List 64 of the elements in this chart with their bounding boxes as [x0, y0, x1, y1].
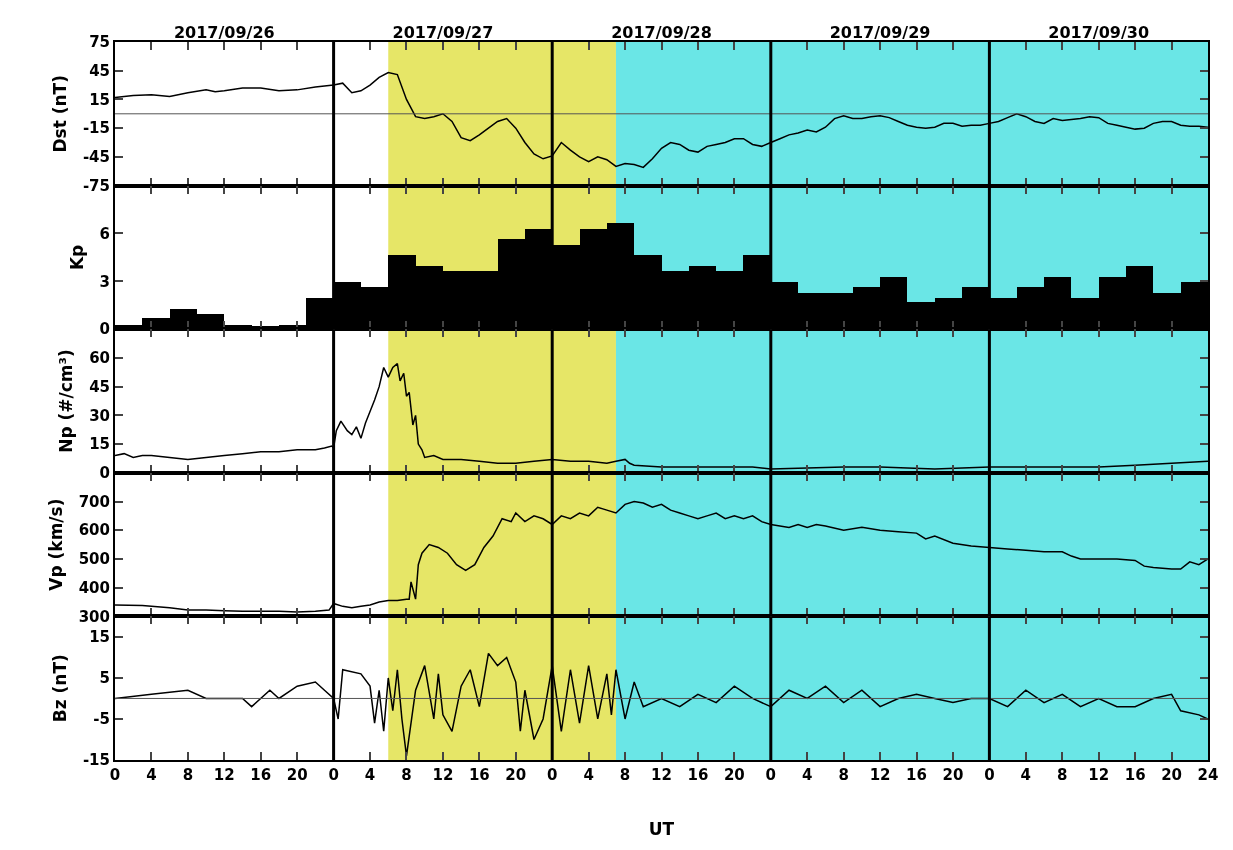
x-tick-label: 12 — [432, 766, 454, 784]
x-tick-label: 8 — [619, 766, 631, 784]
x-tick-label: 8 — [1057, 766, 1068, 784]
x-tick-label: 16 — [468, 766, 490, 784]
x-tick-label: 4 — [1020, 766, 1032, 784]
y-tick-label: 300 — [78, 607, 110, 626]
x-tick-label: 12 — [869, 766, 891, 784]
x2-tick-label: 2017/09/27 — [392, 22, 494, 42]
x2-tick-label: 2017/09/30 — [1048, 22, 1150, 42]
y-tick-label: 15 — [89, 90, 110, 109]
x-axis-title: UT — [648, 818, 675, 839]
y-tick-label: 400 — [78, 578, 110, 597]
y-tick-label: -5 — [93, 710, 110, 729]
y-tick-label: 60 — [89, 349, 110, 368]
x-tick-label: 16 — [687, 766, 709, 784]
y-tick-label: 45 — [89, 377, 110, 396]
x-tick-label: 0 — [765, 766, 777, 784]
x-tick-label: 0 — [328, 766, 339, 784]
y-tick-label: -45 — [82, 148, 110, 167]
y-axis-title: Np (#/cm³) — [56, 349, 77, 453]
y-tick-label: 15 — [89, 628, 110, 647]
y-axis-title: Dst (nT) — [49, 75, 70, 153]
y-tick-label: 0 — [99, 320, 110, 339]
x-tick-label: 20 — [286, 766, 308, 784]
x-tick-label: 20 — [1161, 766, 1183, 784]
x2-tick-label: 2017/09/29 — [829, 22, 931, 42]
x-tick-label: 8 — [182, 766, 194, 784]
x-tick-label: 8 — [838, 766, 849, 784]
x-tick-label: 0 — [984, 766, 995, 784]
y-tick-label: 30 — [89, 406, 110, 425]
y-tick-label: 0 — [99, 464, 110, 483]
x-tick-label: 4 — [364, 766, 376, 784]
x-tick-label: 12 — [213, 766, 235, 784]
x-tick-label: 4 — [146, 766, 157, 784]
x-tick-label: 20 — [505, 766, 527, 784]
y-tick-label: 3 — [99, 272, 110, 291]
y-tick-label: 45 — [89, 61, 110, 80]
x-tick-label: 16 — [250, 766, 272, 784]
x-tick-label: 8 — [401, 766, 412, 784]
y-tick-label: 75 — [89, 33, 110, 52]
y-tick-label: -75 — [82, 176, 110, 195]
y-axis-title: Kp — [66, 244, 87, 271]
y-tick-label: 500 — [78, 550, 110, 569]
y-tick-label: 600 — [78, 521, 110, 540]
x-tick-label: 20 — [942, 766, 964, 784]
y-tick-label: 15 — [89, 435, 110, 454]
x-tick-label: 4 — [583, 766, 594, 784]
y-axis-title: Vp (km/s) — [45, 498, 66, 591]
y-tick-label: -15 — [82, 119, 110, 138]
x2-tick-label: 2017/09/26 — [173, 22, 275, 42]
y-tick-label: 5 — [99, 669, 110, 688]
x-tick-label: 24 — [1197, 766, 1219, 784]
y-tick-label: -15 — [82, 751, 110, 770]
x-tick-label: 12 — [651, 766, 672, 784]
x2-tick-label: 2017/09/28 — [611, 22, 712, 42]
x-tick-label: 20 — [723, 766, 745, 784]
x-tick-label: 0 — [546, 766, 558, 784]
x-tick-label: 4 — [802, 766, 813, 784]
y-tick-label: 700 — [78, 492, 110, 511]
y-axis-title: Bz (nT) — [49, 654, 70, 723]
x-tick-label: 16 — [906, 766, 927, 784]
x-tick-label: 16 — [1124, 766, 1146, 784]
x-tick-label: 12 — [1088, 766, 1110, 784]
y-tick-label: 6 — [99, 224, 110, 243]
